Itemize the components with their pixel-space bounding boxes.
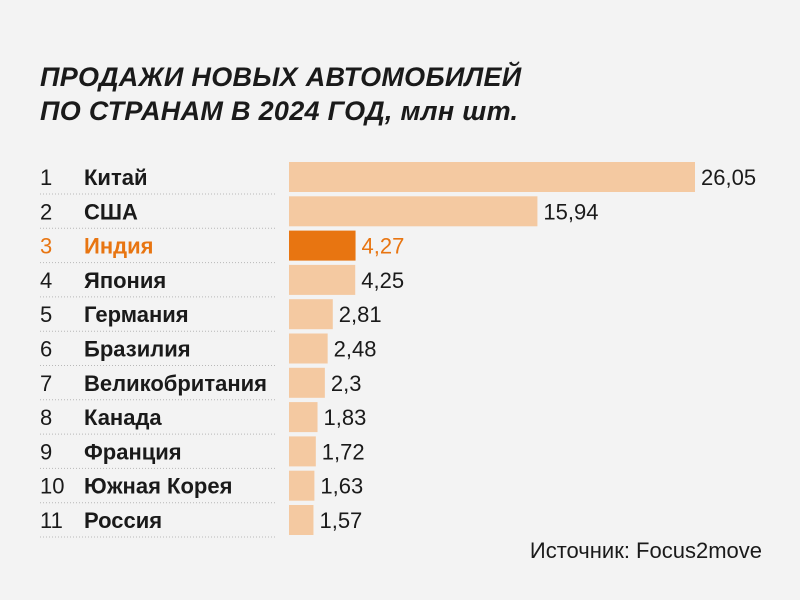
value-label: 1,57: [319, 508, 362, 533]
bar: [289, 162, 695, 192]
value-label: 26,05: [701, 165, 756, 190]
bar: [289, 470, 315, 501]
rank-label: 3: [40, 234, 52, 259]
category-label: Бразилия: [84, 337, 191, 362]
category-label: Индия: [84, 234, 153, 259]
chart-title: ПРОДАЖИ НОВЫХ АВТОМОБИЛЕЙ ПО СТРАНАМ В 2…: [40, 60, 521, 128]
value-label: 2,3: [331, 371, 362, 396]
rank-label: 8: [40, 405, 52, 430]
category-label: Китай: [84, 165, 148, 190]
source-note: Источник: Focus2move: [529, 538, 762, 563]
value-label: 1,63: [320, 474, 363, 499]
rank-label: 2: [40, 199, 52, 224]
category-label: Южная Корея: [84, 474, 232, 499]
category-label: Япония: [84, 268, 166, 293]
chart-title-line-2: ПО СТРАНАМ В 2024 ГОД, млн шт.: [40, 96, 519, 126]
category-label: Германия: [84, 302, 189, 327]
category-label: США: [84, 199, 138, 224]
rank-label: 5: [40, 302, 52, 327]
bar: [289, 264, 356, 295]
bar: [289, 333, 328, 364]
rank-label: 9: [40, 439, 52, 464]
value-label: 2,48: [334, 337, 377, 362]
value-label: 1,72: [322, 439, 365, 464]
value-label: 4,25: [361, 268, 404, 293]
rank-label: 10: [40, 474, 64, 499]
rank-label: 7: [40, 371, 52, 396]
category-label: Великобритания: [84, 371, 267, 396]
bar: [289, 436, 316, 467]
bar: [289, 230, 356, 261]
bar: [289, 367, 325, 398]
rank-label: 4: [40, 268, 52, 293]
value-label: 4,27: [362, 234, 405, 259]
bar: [289, 196, 538, 227]
bar: [289, 299, 333, 330]
category-label: Франция: [84, 439, 182, 464]
rank-label: 1: [40, 165, 52, 190]
category-label: Россия: [84, 508, 162, 533]
bar: [289, 402, 318, 433]
bar: [289, 505, 314, 535]
value-label: 2,81: [339, 302, 382, 327]
category-label: Канада: [84, 405, 162, 430]
value-label: 15,94: [543, 199, 598, 224]
value-label: 1,83: [324, 405, 367, 430]
rank-label: 11: [40, 508, 63, 533]
chart-title-line-1: ПРОДАЖИ НОВЫХ АВТОМОБИЛЕЙ: [40, 62, 522, 92]
rank-label: 6: [40, 337, 52, 362]
